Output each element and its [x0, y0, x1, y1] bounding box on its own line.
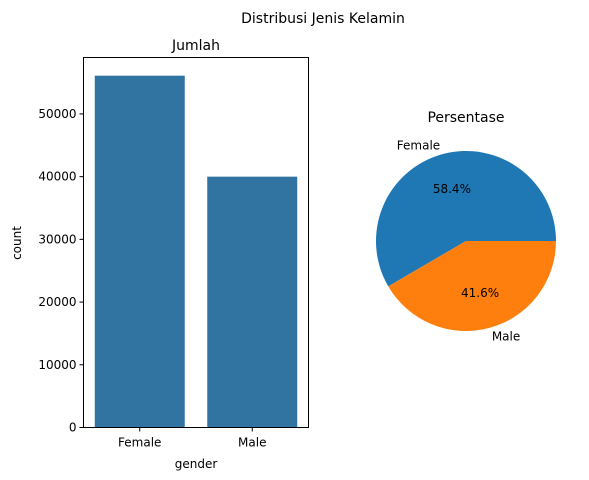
x-tick-label: Male — [238, 436, 266, 450]
bar-male — [207, 176, 298, 428]
bar-chart-title: Jumlah — [171, 38, 220, 54]
pie-slice-male — [388, 241, 556, 331]
pie-pct-female: 58.4% — [433, 182, 471, 196]
plot-frame — [83, 57, 309, 428]
x-tick-label: Female — [118, 436, 161, 450]
pie-chart-title: Persentase — [427, 110, 504, 126]
y-axis-label: count — [10, 226, 24, 260]
bar-chart: Jumlah 0 10000 20000 30000 40000 50000 Female… — [10, 38, 309, 471]
pie-slice-female — [376, 151, 556, 287]
pie-pct-male: 41.6% — [461, 286, 499, 300]
bar-marks — [94, 75, 298, 428]
x-axis-ticks: Female Male — [118, 427, 266, 450]
y-axis-ticks: 0 10000 20000 30000 40000 50000 — [38, 107, 84, 435]
y-tick-label: 40000 — [38, 170, 76, 184]
pie-label-female: Female — [397, 138, 440, 152]
y-tick-label: 10000 — [38, 358, 76, 372]
bar-female — [94, 75, 185, 428]
y-tick-label: 20000 — [38, 295, 76, 309]
pie-label-male: Male — [492, 330, 520, 344]
pie-chart: Persentase Female 58.4% Male 41.6% — [376, 110, 556, 344]
y-tick-label: 0 — [69, 421, 77, 435]
pie-marks: Female 58.4% Male 41.6% — [376, 138, 556, 344]
figure-suptitle: Distribusi Jenis Kelamin — [241, 11, 405, 27]
y-tick-label: 50000 — [38, 107, 76, 121]
y-tick-label: 30000 — [38, 232, 76, 246]
x-axis-label: gender — [175, 457, 218, 471]
